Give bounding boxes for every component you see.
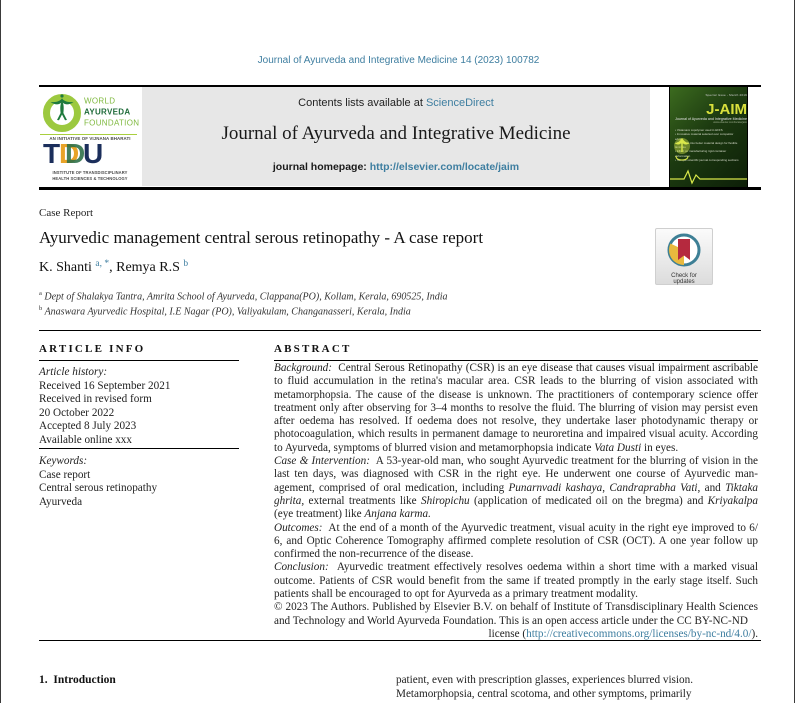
svg-text:WORLD: WORLD xyxy=(84,97,115,106)
svg-text:U: U xyxy=(83,141,103,169)
svg-text:AYURVEDA: AYURVEDA xyxy=(84,108,130,117)
svg-text:T: T xyxy=(43,141,60,169)
svg-text:FOUNDATION: FOUNDATION xyxy=(84,119,139,128)
svg-text:D: D xyxy=(65,141,85,169)
